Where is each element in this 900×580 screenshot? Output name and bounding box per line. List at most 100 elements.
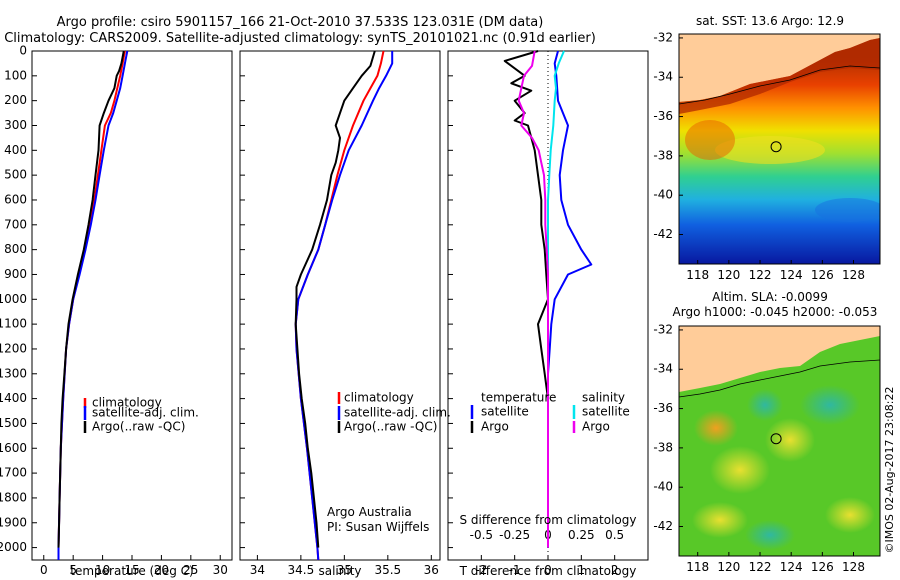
salinity-x-ticks: 34 34.5 35 35.5 36 [250,555,439,577]
sst-warm-band [715,136,825,164]
s-difference-tick-label: -0.5 [470,528,493,542]
temperature-lines [57,50,129,560]
lon-tick-label: 118 [686,268,709,282]
lon-tick-label: 126 [811,268,834,282]
lat-tick-label: -40 [653,480,673,494]
lon-tick-label: 120 [717,268,740,282]
lon-tick-label: 120 [717,560,740,574]
legend-label-satellite: satellite-adj. clim. [344,406,451,420]
series-line-temperature-argo [503,50,549,548]
legend-label-argo: Argo(..raw -QC) [92,420,185,434]
depth-tick-label: 1900 [0,515,27,529]
lat-tick-label: -34 [653,362,673,376]
lat-tick-label: -40 [653,188,673,202]
sla-positive-anomaly [825,497,875,533]
salinity-profile-panel: 34 34.5 35 35.5 36 salinity climatology sate… [239,50,451,578]
t-difference-axis-label: T difference from climatology [459,564,637,578]
difference-legend: temperature satellite Argo salinity sate… [470,391,630,434]
sst-map-frame [678,33,881,265]
sla-negative-anomaly [747,389,783,421]
x-tick-label: 0 [40,563,48,577]
depth-tick-label: 0 [19,44,27,58]
salinity-legend: climatology satellite-adj. clim. Argo(..… [337,391,451,434]
sla-map-frame [678,325,881,557]
x-tick-label: 35.5 [374,563,401,577]
imos-timestamp: ©IMOS 02-Aug-2017 23:08:22 [883,387,896,554]
salinity-x-axis-label: salinity [318,564,361,578]
lat-tick-label: -32 [653,322,673,336]
depth-tick-label: 1800 [0,490,27,504]
x-tick-label: 34.5 [288,563,315,577]
difference-panel: -2 -1 0 1 2 -0.5 -0.25 0 0.25 0.5 S difference f… [447,50,649,578]
legend-label-t-argo: Argo [481,420,509,434]
sst-cool-patch [815,198,880,222]
lon-tick-label: 128 [842,268,865,282]
x-tick-label: 1 [578,563,586,577]
x-tick-label: 2 [611,563,619,577]
legend-label-climatology: climatology [344,391,414,405]
sla-positive-anomaly [692,502,748,538]
argo-float-marker [770,141,782,153]
legend-label-t-satellite: satellite [481,405,529,419]
difference-lines [503,50,593,548]
depth-tick-label: 1100 [0,317,27,331]
x-tick-label: 15 [124,563,139,577]
lat-tick-label: -42 [653,519,673,533]
s-difference-tick-label: 0.25 [568,528,595,542]
salinity-axes-frame [239,50,441,561]
lat-tick-label: -42 [653,227,673,241]
x-tick-label: 10 [95,563,110,577]
sla-negative-anomaly [745,520,795,550]
x-tick-label: -1 [509,563,521,577]
series-line-salinity-argo [517,50,549,548]
sla-negative-anomaly [800,385,860,425]
x-tick-label: -2 [475,563,487,577]
x-tick-label: 25 [183,563,198,577]
x-tick-label: 36 [424,563,439,577]
lon-tick-label: 118 [686,560,709,574]
depth-tick-label: 1500 [0,416,27,430]
sst-map-title: sat. SST: 13.6 Argo: 12.9 [696,14,844,28]
temperature-profile-panel: 0100200300400500600700800900100011001200… [0,44,233,578]
depth-tick-label: 1000 [0,292,27,306]
lat-tick-label: -32 [653,30,673,44]
sla-shelf-contour [679,359,880,398]
legend-title-salinity: salinity [582,391,625,405]
legend-label-s-argo: Argo [582,420,610,434]
x-tick-label: 30 [213,563,228,577]
series-line-climatology [294,50,385,561]
series-line-satellite [57,50,129,560]
sst-lat-ticks: -32 -34 -36 -38 -40 -42 [653,30,683,241]
s-difference-tick-label: 0.5 [605,528,624,542]
sla-lat-ticks: -32 -34 -36 -38 -40 -42 [653,322,683,533]
sst-coastal-warm [679,38,880,114]
sla-positive-anomaly [694,410,738,446]
depth-tick-label: 1700 [0,466,27,480]
x-tick-label: 34 [250,563,265,577]
legend-label-s-satellite: satellite [582,405,630,419]
lon-tick-label: 124 [780,560,803,574]
temperature-legend: climatology satellite-adj. clim. Argo(..… [83,396,199,434]
depth-tick-label: 300 [4,118,27,132]
temperature-x-axis-label: temperature (deg C) [70,564,193,578]
lat-tick-label: -34 [653,70,673,84]
depth-tick-label: 1400 [0,391,27,405]
lon-tick-label: 124 [780,268,803,282]
sst-land [679,34,880,102]
sla-lon-ticks: 118 120 122 124 126 128 [686,552,865,574]
sla-land [679,326,880,392]
lat-tick-label: -38 [653,440,673,454]
lon-tick-label: 122 [749,560,772,574]
x-tick-label: 35 [337,563,352,577]
sla-map-subtitle: Argo h1000: -0.045 h2000: -0.053 [673,305,878,319]
series-line-satellite [294,51,394,561]
sla-map-title: Altim. SLA: -0.0099 [712,290,828,304]
series-line-temperature-satellite [547,50,593,548]
depth-tick-label: 600 [4,192,27,206]
depth-tick-label: 1300 [0,366,27,380]
depth-tick-label: 100 [4,68,27,82]
temperature-axes-frame [31,50,233,561]
depth-tick-labels: 0 100 200 300 400 500 600 700 800 900 1000 1100 1200… [0,44,27,555]
depth-tick-label: 800 [4,242,27,256]
